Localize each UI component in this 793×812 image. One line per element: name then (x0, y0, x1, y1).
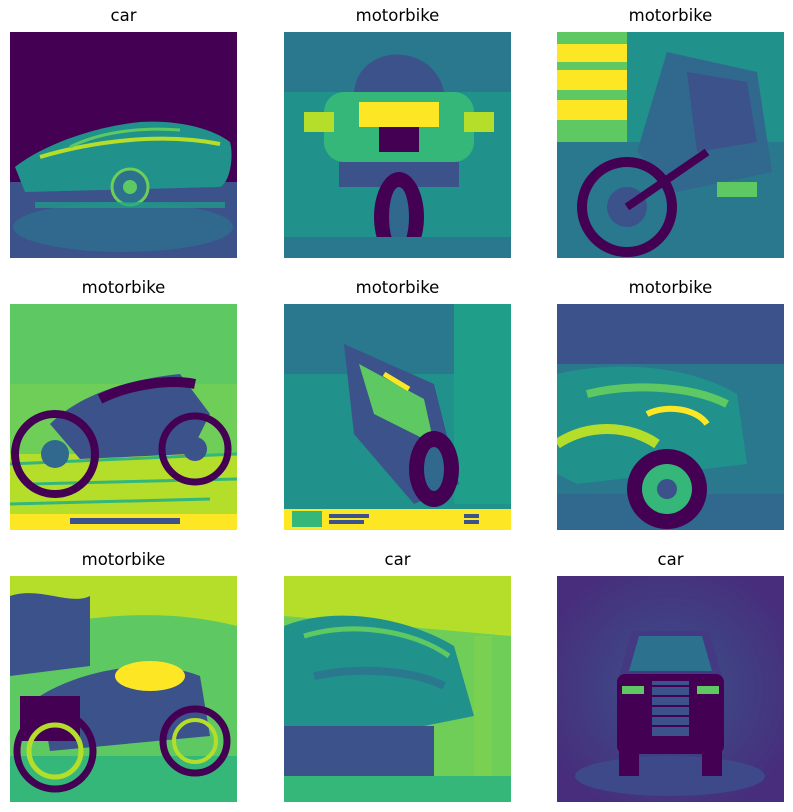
car-image (557, 576, 784, 802)
panel-title: motorbike (628, 6, 713, 25)
car-image (284, 576, 511, 802)
panel-title: car (384, 550, 411, 569)
panel-title: motorbike (628, 278, 713, 297)
panel-title: motorbike (355, 6, 440, 25)
motorbike-image (557, 304, 784, 530)
motorbike-image (284, 304, 511, 530)
motorbike-image (10, 576, 237, 802)
panel-title: car (657, 550, 684, 569)
car-image (10, 32, 237, 258)
motorbike-image (10, 304, 237, 530)
motorbike-image (284, 32, 511, 258)
panel-title: motorbike (81, 278, 166, 297)
panel-title: motorbike (81, 550, 166, 569)
panel-title: motorbike (355, 278, 440, 297)
motorbike-image (557, 32, 784, 258)
panel-title: car (110, 6, 137, 25)
